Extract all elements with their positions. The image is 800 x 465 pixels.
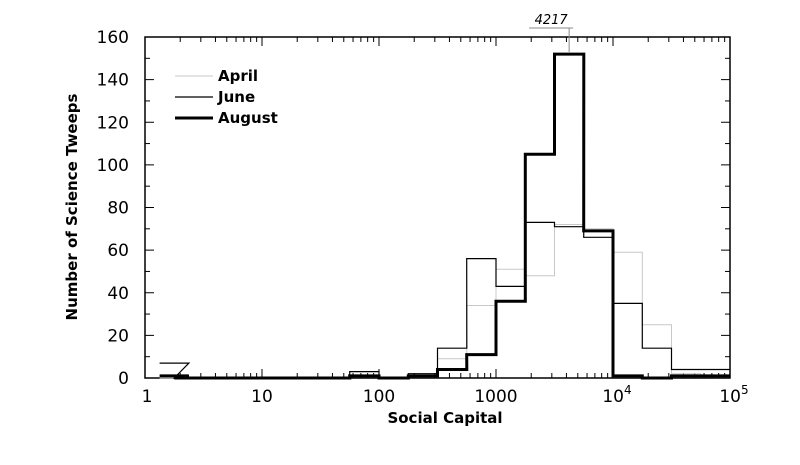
axis-tick-labels: 1 10 100 1000 104 105 0 20 40 60 80 100 120 140 160: [97, 28, 749, 407]
axis-ticks: [144, 36, 731, 379]
y-tick-label: 80: [107, 199, 129, 219]
x-tick-label: 105: [719, 383, 748, 407]
series-august-line: [159, 52, 730, 380]
y-tick-label: 0: [118, 369, 129, 389]
annotation-layer: 4217: [529, 13, 574, 52]
x-tick-label: 1000: [474, 387, 517, 407]
y-tick-label: 40: [107, 284, 129, 304]
y-tick-label: 120: [97, 113, 129, 133]
y-tick-label: 100: [97, 156, 129, 176]
x-tick-label: 10: [251, 387, 273, 407]
legend-label: April: [218, 67, 258, 85]
x-tick-label: 100: [363, 387, 395, 407]
y-tick-label: 20: [107, 326, 129, 346]
legend-label: August: [218, 109, 278, 127]
annotation-label: 4217: [535, 13, 569, 28]
y-tick-label: 140: [97, 71, 129, 91]
y-tick-label: 160: [97, 28, 129, 48]
y-tick-label: 60: [107, 241, 129, 261]
x-tick-label: 1: [142, 387, 153, 407]
series-april-line: [159, 224, 730, 379]
y-axis-title: Number of Science Tweeps: [63, 93, 81, 320]
legend-label: June: [217, 88, 255, 106]
legend: April June August: [175, 67, 278, 127]
series-june-line: [159, 221, 730, 379]
x-tick-label: 104: [602, 383, 631, 407]
x-axis-title: Social Capital: [387, 409, 502, 427]
series-layer: [159, 52, 730, 380]
